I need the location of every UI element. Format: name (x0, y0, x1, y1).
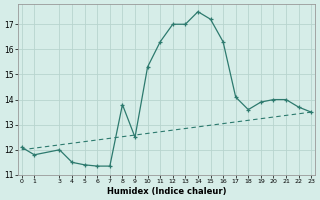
X-axis label: Humidex (Indice chaleur): Humidex (Indice chaleur) (107, 187, 226, 196)
